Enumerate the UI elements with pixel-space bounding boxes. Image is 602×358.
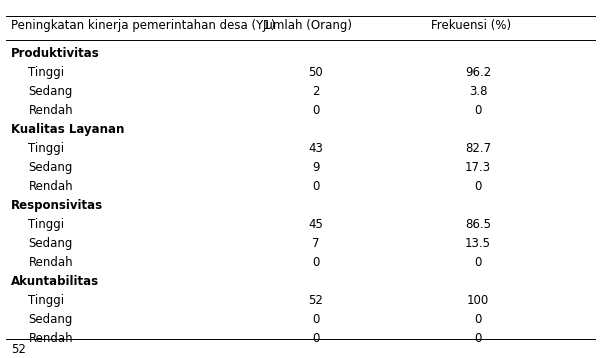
Text: Responsivitas: Responsivitas (11, 199, 103, 212)
Text: 0: 0 (312, 256, 320, 269)
Text: 0: 0 (474, 256, 482, 269)
Text: 86.5: 86.5 (465, 218, 491, 231)
Text: Tinggi: Tinggi (28, 294, 64, 307)
Text: Sedang: Sedang (28, 237, 73, 250)
Text: 0: 0 (312, 332, 320, 345)
Text: 43: 43 (308, 142, 323, 155)
Text: 96.2: 96.2 (465, 66, 491, 79)
Text: Produktivitas: Produktivitas (11, 47, 99, 61)
Text: 9: 9 (312, 161, 320, 174)
Text: 0: 0 (474, 313, 482, 326)
Text: Tinggi: Tinggi (28, 218, 64, 231)
Text: Sedang: Sedang (28, 85, 73, 98)
Text: Akuntabilitas: Akuntabilitas (11, 275, 99, 288)
Text: 0: 0 (312, 104, 320, 117)
Text: 13.5: 13.5 (465, 237, 491, 250)
Text: 17.3: 17.3 (465, 161, 491, 174)
Text: Frekuensi (%): Frekuensi (%) (431, 19, 511, 32)
Text: 52: 52 (308, 294, 323, 307)
Text: Tinggi: Tinggi (28, 66, 64, 79)
Text: Tinggi: Tinggi (28, 142, 64, 155)
Text: 82.7: 82.7 (465, 142, 491, 155)
Text: Jumlah (Orang): Jumlah (Orang) (262, 19, 353, 32)
Text: 3.8: 3.8 (469, 85, 487, 98)
Text: Rendah: Rendah (28, 180, 73, 193)
Text: 0: 0 (474, 180, 482, 193)
Text: Rendah: Rendah (28, 332, 73, 345)
Text: Peningkatan kinerja pemerintahan desa (Y1): Peningkatan kinerja pemerintahan desa (Y… (11, 19, 275, 32)
Text: Rendah: Rendah (28, 104, 73, 117)
Text: Rendah: Rendah (28, 256, 73, 269)
Text: 2: 2 (312, 85, 320, 98)
Text: 0: 0 (312, 180, 320, 193)
Text: Kualitas Layanan: Kualitas Layanan (11, 123, 124, 136)
Text: 0: 0 (474, 332, 482, 345)
Text: Sedang: Sedang (28, 161, 73, 174)
Text: 45: 45 (308, 218, 323, 231)
Text: 0: 0 (474, 104, 482, 117)
Text: 0: 0 (312, 313, 320, 326)
Text: 7: 7 (312, 237, 320, 250)
Text: 50: 50 (308, 66, 323, 79)
Text: 52: 52 (11, 343, 26, 356)
Text: Sedang: Sedang (28, 313, 73, 326)
Text: 100: 100 (467, 294, 489, 307)
